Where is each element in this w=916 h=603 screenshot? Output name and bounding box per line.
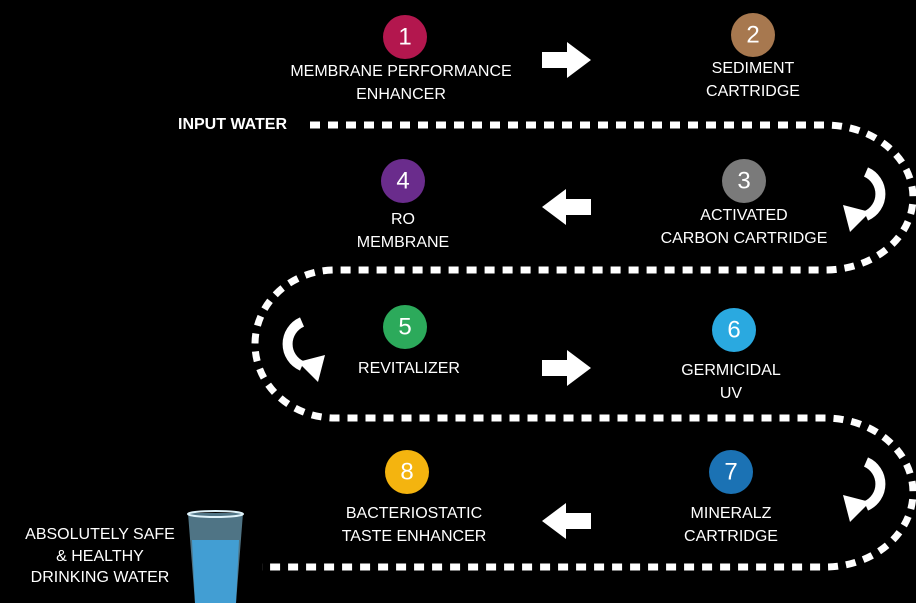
step-label: CARTRIDGE <box>684 528 778 545</box>
step-label: REVITALIZER <box>358 360 460 377</box>
step-number: 7 <box>724 458 737 485</box>
step-number: 5 <box>398 313 411 340</box>
step-number: 1 <box>398 23 411 50</box>
step-label: TASTE ENHANCER <box>342 528 487 545</box>
step-label: SEDIMENT <box>712 60 795 77</box>
step-number: 2 <box>746 21 759 48</box>
step-label: UV <box>720 385 743 402</box>
glass <box>188 511 243 603</box>
output-label: DRINKING WATER <box>31 569 170 586</box>
step-label: MINERALZ <box>691 505 772 522</box>
step-label: CARBON CARTRIDGE <box>661 230 828 247</box>
output-label: & HEALTHY <box>56 548 144 565</box>
output-label: ABSOLUTELY SAFE <box>25 526 175 543</box>
step-number: 3 <box>737 167 750 194</box>
step-label: CARTRIDGE <box>706 83 800 100</box>
input-label: INPUT WATER <box>178 116 287 133</box>
step-label: MEMBRANE <box>357 234 449 251</box>
step-label: ENHANCER <box>356 86 446 103</box>
step-label: GERMICIDAL <box>681 362 781 379</box>
step-label: RO <box>391 211 415 228</box>
step-number: 6 <box>727 316 740 343</box>
step-label: MEMBRANE PERFORMANCE <box>290 63 511 80</box>
step-number: 4 <box>396 167 409 194</box>
step-label: BACTERIOSTATIC <box>346 505 482 522</box>
step-label: ACTIVATED <box>700 207 787 224</box>
diagram: INPUT WATER ABSOLUTELY SAFE & HEALTHY DR… <box>0 0 916 603</box>
step-number: 8 <box>400 458 413 485</box>
